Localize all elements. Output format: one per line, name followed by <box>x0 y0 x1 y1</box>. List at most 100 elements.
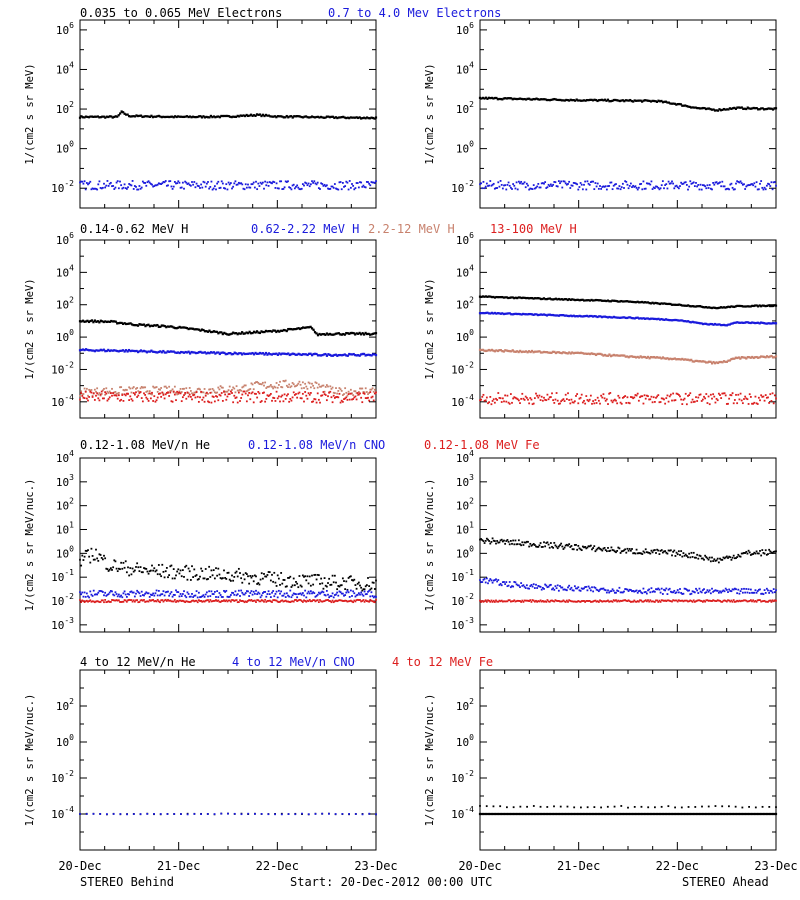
data-point <box>727 187 729 190</box>
data-point <box>347 390 350 393</box>
data-point <box>749 396 752 398</box>
data-point <box>616 402 619 405</box>
data-point <box>96 557 99 560</box>
data-point <box>203 388 206 390</box>
data-point <box>267 184 270 187</box>
data-point <box>613 183 616 186</box>
data-point <box>667 400 670 403</box>
data-point <box>648 182 651 185</box>
data-point <box>719 181 721 184</box>
data-point <box>216 182 219 185</box>
data-point <box>269 181 272 184</box>
data-point <box>320 385 323 388</box>
data-point <box>188 570 191 573</box>
data-point <box>608 100 611 103</box>
data-point <box>108 182 111 185</box>
data-point <box>95 115 98 118</box>
data-point <box>671 180 673 183</box>
data-point <box>730 322 733 325</box>
data-point <box>164 393 167 396</box>
data-point <box>162 570 165 573</box>
data-point <box>184 594 187 597</box>
data-point <box>202 391 205 394</box>
data-point <box>364 397 367 399</box>
data-point <box>325 184 328 187</box>
data-point <box>675 358 678 361</box>
data-point <box>89 599 92 602</box>
data-point <box>767 396 769 399</box>
data-point <box>287 180 289 183</box>
data-point <box>133 600 136 603</box>
data-point <box>136 599 139 601</box>
data-point <box>107 392 110 394</box>
data-point <box>664 184 667 187</box>
data-point <box>712 393 715 396</box>
data-point <box>288 383 291 386</box>
data-point <box>368 399 371 402</box>
data-point <box>315 382 318 384</box>
data-point <box>189 184 192 187</box>
data-point <box>136 114 140 118</box>
data-point <box>775 397 777 400</box>
data-point <box>82 396 85 399</box>
data-point <box>147 180 150 183</box>
data-point <box>479 183 481 186</box>
data-point <box>274 386 277 389</box>
data-point <box>95 593 97 596</box>
data-point <box>276 596 279 599</box>
data-point <box>276 187 279 190</box>
data-point <box>555 392 558 394</box>
data-point <box>79 558 81 561</box>
data-point <box>600 98 604 101</box>
data-point <box>753 401 756 404</box>
data-point <box>732 188 735 191</box>
data-point <box>293 584 296 587</box>
data-point <box>147 592 150 595</box>
data-point <box>245 331 248 334</box>
data-point <box>96 593 99 596</box>
data-point <box>746 305 749 308</box>
data-point <box>346 181 349 184</box>
data-point <box>684 181 687 184</box>
data-point <box>143 386 145 389</box>
data-point <box>192 596 195 598</box>
data-point <box>98 180 101 183</box>
data-point <box>569 402 572 405</box>
data-point <box>275 390 278 393</box>
data-point <box>596 182 599 185</box>
data-point <box>241 591 244 594</box>
data-point <box>79 395 81 397</box>
data-point <box>348 596 351 598</box>
data-point <box>257 182 260 185</box>
data-point <box>337 396 340 399</box>
data-point <box>583 399 585 402</box>
data-point <box>519 296 522 299</box>
data-point <box>605 398 608 401</box>
data-point <box>693 106 696 109</box>
data-point <box>283 579 286 581</box>
data-point <box>728 397 731 400</box>
data-point <box>316 386 319 389</box>
data-point <box>200 390 203 393</box>
data-point <box>569 187 572 189</box>
data-point <box>131 567 134 570</box>
data-point <box>724 394 727 397</box>
data-point <box>317 574 320 577</box>
data-point <box>192 576 195 578</box>
data-point <box>605 299 608 303</box>
data-point <box>107 398 110 400</box>
data-point <box>131 600 134 603</box>
data-point <box>691 182 694 185</box>
data-point <box>210 401 213 404</box>
data-point <box>568 180 571 183</box>
data-point <box>285 585 288 588</box>
data-point <box>154 351 157 354</box>
data-point <box>105 392 108 395</box>
data-point <box>348 575 351 578</box>
data-point <box>484 185 487 188</box>
data-point <box>204 394 207 397</box>
data-point <box>239 182 241 185</box>
data-point <box>256 593 259 596</box>
data-point <box>209 388 212 391</box>
data-point <box>689 392 692 395</box>
